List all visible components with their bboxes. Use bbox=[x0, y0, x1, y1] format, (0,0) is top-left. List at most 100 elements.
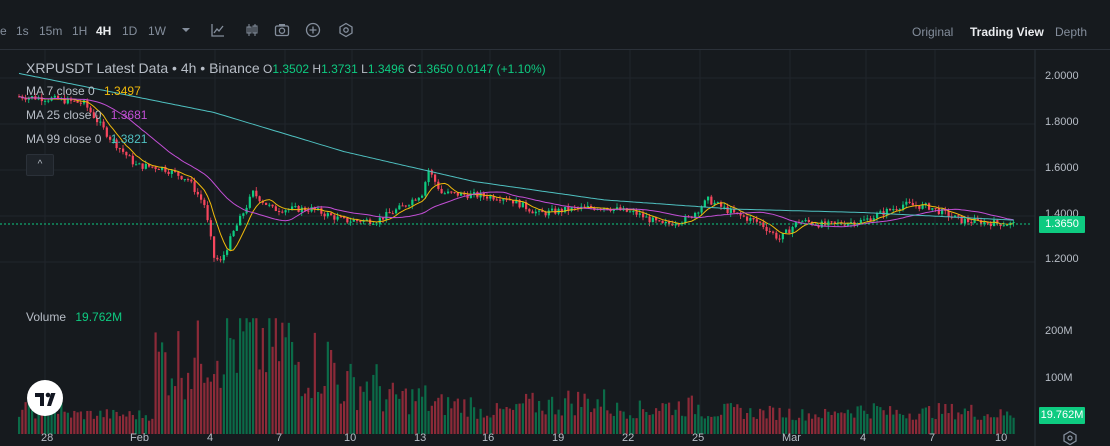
candle bbox=[281, 209, 284, 214]
candle bbox=[775, 230, 778, 241]
settings-hex-icon[interactable] bbox=[338, 22, 354, 38]
volume-bar bbox=[720, 414, 723, 434]
candle bbox=[531, 209, 534, 214]
time-tick: 4 bbox=[860, 432, 867, 444]
volume-bar bbox=[391, 382, 394, 434]
volume-bar bbox=[629, 415, 632, 434]
volume-bar bbox=[564, 398, 567, 434]
candle bbox=[242, 212, 245, 219]
chart-settings-icon[interactable] bbox=[1062, 430, 1078, 446]
candle bbox=[424, 180, 427, 200]
candle bbox=[47, 98, 50, 104]
volume-bar bbox=[369, 400, 372, 434]
candle bbox=[404, 205, 407, 208]
volume-bar bbox=[79, 411, 82, 434]
volume-bar bbox=[473, 407, 476, 434]
timeframe-partial[interactable]: e bbox=[0, 24, 7, 38]
volume-bar bbox=[723, 403, 726, 434]
candle bbox=[567, 203, 570, 215]
volume-bar bbox=[356, 410, 359, 434]
volume-bar bbox=[66, 412, 69, 434]
timeframe-15m[interactable]: 15m bbox=[39, 24, 63, 38]
timeframe-1s[interactable]: 1s bbox=[16, 24, 29, 38]
time-tick: 10 bbox=[344, 432, 357, 444]
volume-bar bbox=[590, 412, 593, 434]
volume-bar bbox=[359, 386, 362, 434]
volume-bar bbox=[609, 413, 612, 434]
view-original[interactable]: Original bbox=[912, 25, 954, 39]
volume-bar bbox=[814, 414, 817, 434]
volume-bar bbox=[905, 418, 908, 434]
view-trading-view[interactable]: Trading View bbox=[970, 25, 1044, 39]
candle bbox=[703, 199, 706, 208]
candle bbox=[759, 220, 762, 226]
volume-bar bbox=[544, 414, 547, 434]
volume-bar bbox=[918, 413, 921, 434]
volume-bar bbox=[486, 415, 489, 434]
timeframe-4h[interactable]: 4H bbox=[96, 24, 112, 38]
volume-bar bbox=[596, 399, 599, 434]
timeframe-1w[interactable]: 1W bbox=[148, 24, 166, 38]
candle bbox=[232, 230, 235, 238]
candle bbox=[583, 204, 586, 208]
volume-bar bbox=[89, 410, 92, 434]
open-value: 1.3502 bbox=[272, 62, 310, 76]
volume-bar bbox=[495, 403, 498, 434]
volume-bar bbox=[778, 407, 781, 434]
volume-bar bbox=[736, 404, 739, 434]
candle bbox=[970, 218, 973, 227]
volume-bar bbox=[430, 405, 433, 434]
candle bbox=[807, 217, 810, 225]
candlestick-icon[interactable] bbox=[244, 22, 260, 38]
candle bbox=[635, 208, 638, 218]
volume-bar bbox=[131, 414, 134, 434]
volume-bar bbox=[648, 414, 651, 434]
volume-bar bbox=[180, 377, 183, 434]
timeframe-1h[interactable]: 1H bbox=[72, 24, 88, 38]
volume-bar bbox=[226, 318, 229, 434]
volume-bar bbox=[365, 381, 368, 434]
price-chart[interactable] bbox=[0, 50, 1110, 446]
volume-bar bbox=[417, 388, 420, 434]
volume-bar bbox=[414, 401, 417, 434]
volume-bar bbox=[248, 322, 251, 434]
timeframe-1d[interactable]: 1D bbox=[122, 24, 138, 38]
candle bbox=[924, 202, 927, 209]
candle bbox=[905, 198, 908, 209]
volume-bar bbox=[697, 404, 700, 434]
candle bbox=[525, 199, 528, 212]
volume-bar bbox=[866, 413, 869, 434]
volume-bar bbox=[830, 414, 833, 434]
view-depth[interactable]: Depth bbox=[1055, 25, 1088, 39]
ma7-line bbox=[18, 96, 1014, 252]
candle bbox=[918, 205, 921, 212]
volume-bar bbox=[323, 385, 326, 434]
candle bbox=[226, 248, 229, 257]
add-icon[interactable] bbox=[305, 22, 321, 38]
candle bbox=[86, 98, 89, 112]
volume-bar bbox=[606, 410, 609, 434]
volume-bar bbox=[317, 391, 320, 434]
candle bbox=[710, 194, 713, 206]
volume-bar bbox=[261, 327, 264, 434]
volume-bar bbox=[843, 413, 846, 434]
volume-bar bbox=[512, 409, 515, 434]
volume-bar bbox=[807, 413, 810, 434]
volume-bar bbox=[632, 418, 635, 434]
indicator-icon[interactable] bbox=[210, 22, 226, 38]
chevron-down-icon[interactable] bbox=[178, 22, 194, 38]
candle bbox=[801, 220, 804, 223]
volume-bar bbox=[499, 408, 502, 434]
candle bbox=[804, 217, 807, 223]
volume-bar bbox=[879, 407, 882, 434]
candle bbox=[388, 208, 391, 214]
volume-bar bbox=[733, 407, 736, 434]
candle bbox=[417, 197, 420, 202]
volume-bar bbox=[177, 331, 180, 434]
moving-average-lines bbox=[18, 72, 1014, 252]
volume-bar bbox=[869, 418, 872, 434]
candle bbox=[395, 207, 398, 215]
camera-icon[interactable] bbox=[274, 22, 290, 38]
collapse-legend-button[interactable]: ^ bbox=[26, 154, 54, 176]
volume-bar bbox=[385, 399, 388, 434]
